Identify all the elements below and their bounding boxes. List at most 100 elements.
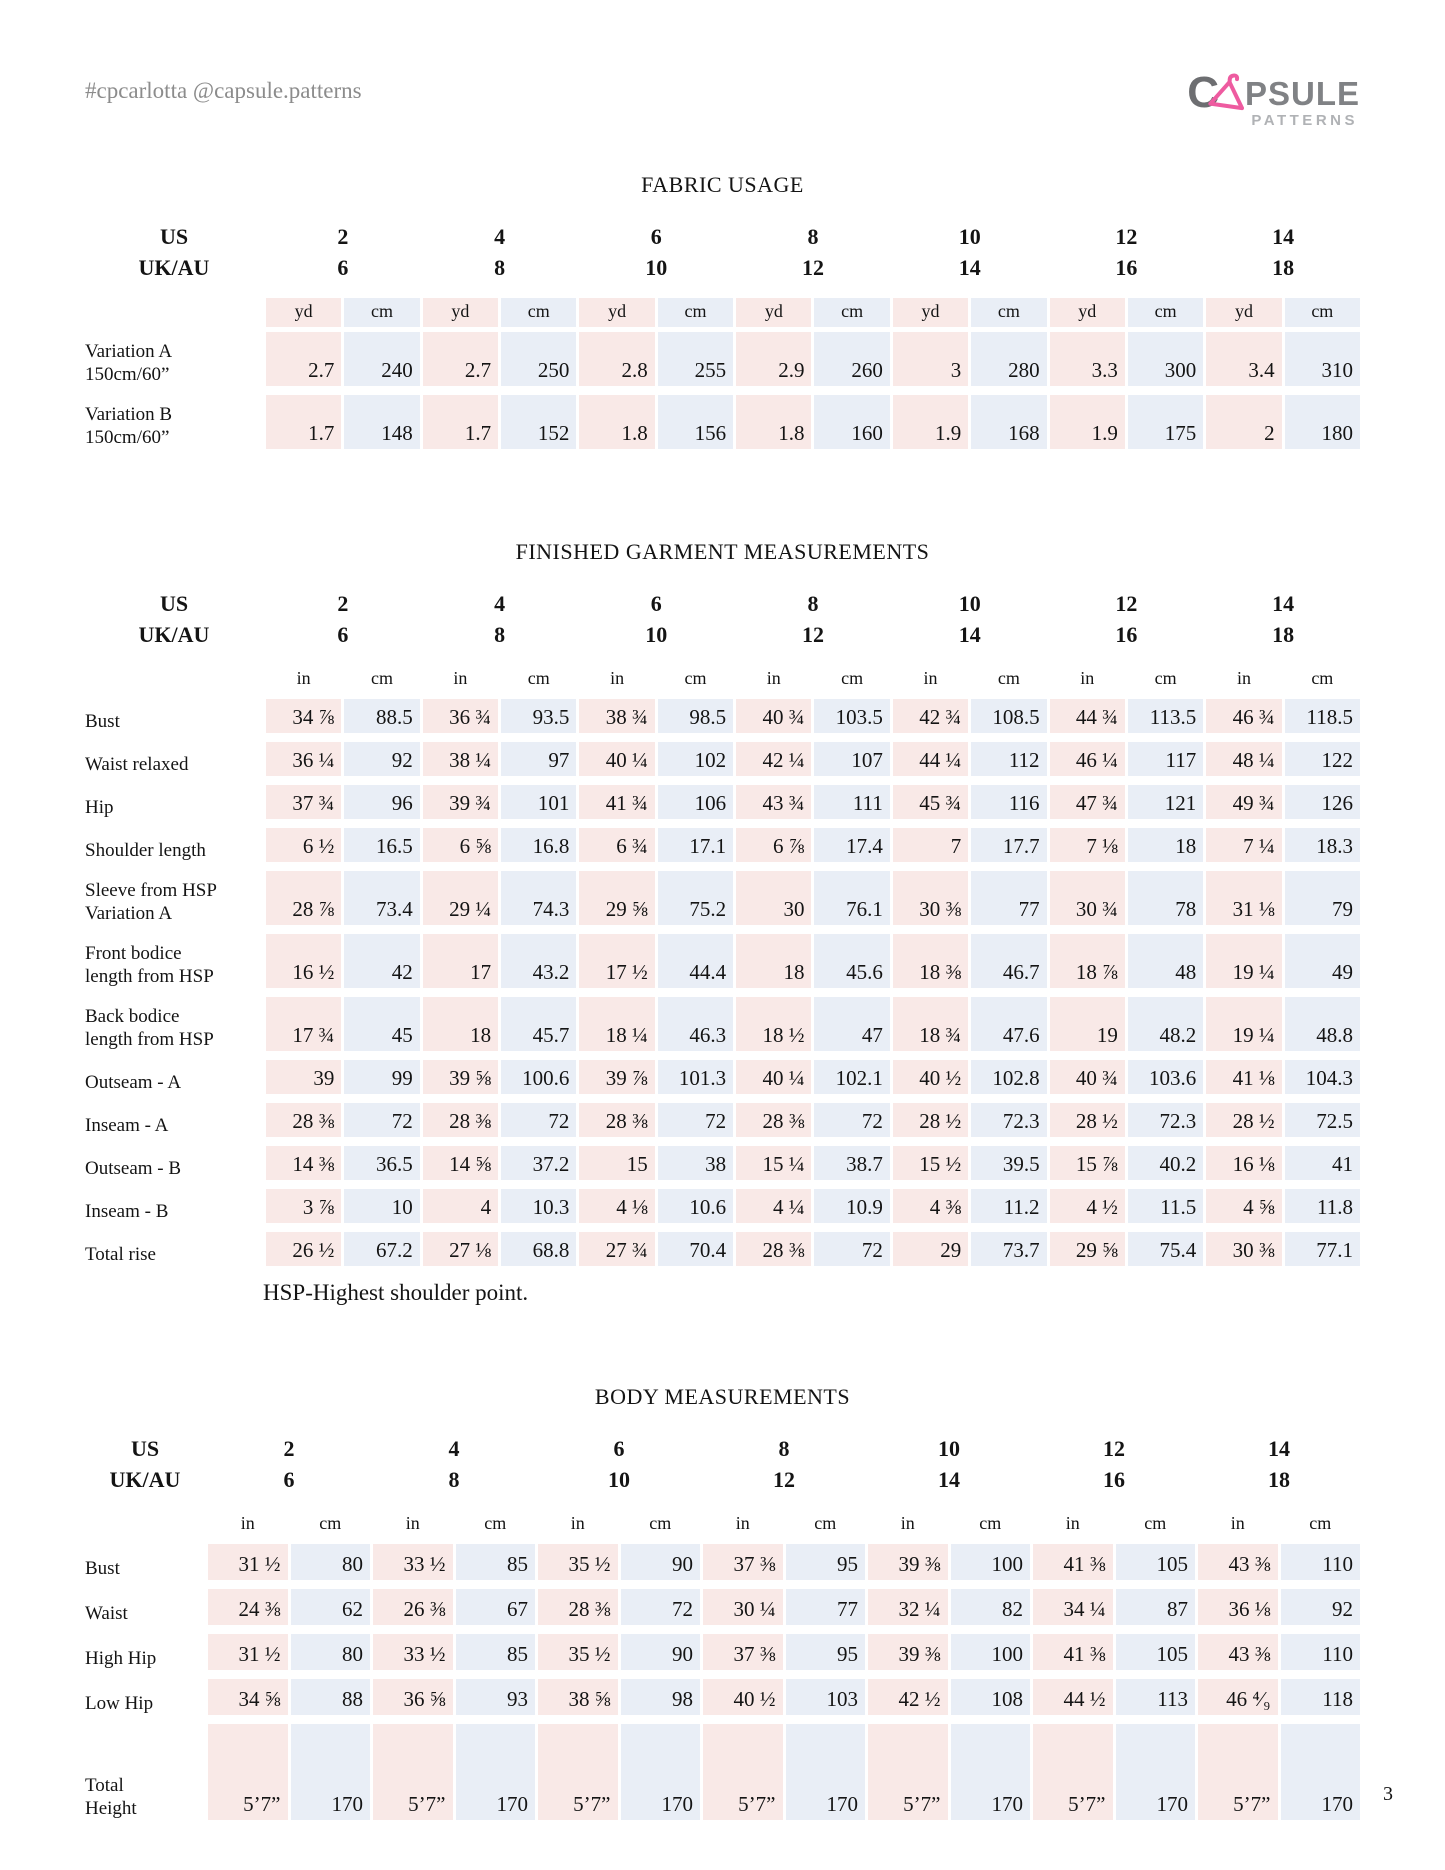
us-size-8: 8 [778,1436,790,1461]
value-cell: 28 ⅜ [579,1103,655,1137]
unit-label-yd: yd [892,298,969,327]
us-row-label: US [130,1436,160,1461]
value-cell: 280 [971,332,1047,386]
value-cell: 36 ¼ [266,742,342,776]
value-cell: 39.5 [971,1146,1047,1180]
body-measurements-title: BODY MEASUREMENTS [594,1384,851,1409]
value-cell: 117 [1127,742,1204,776]
fabric-usage-title: FABRIC USAGE [641,172,804,197]
value-cell: 18 ¼ [579,997,655,1051]
page-number: 3 [1383,1783,1393,1805]
value-cell: 100 [950,1544,1030,1580]
value-cell: 45.7 [501,997,577,1051]
value-cell: 40 ½ [703,1679,783,1715]
value-cell: 38.7 [814,1146,890,1180]
ukau-size-12: 12 [801,622,824,647]
value-cell: 30 ⅜ [892,871,969,925]
value-cell: 28 ⅞ [266,871,342,925]
value-cell: 48.8 [1284,997,1360,1051]
value-cell: 72 [344,1103,420,1137]
row-label: Bust [85,1557,120,1579]
logo-text-patterns: PATTERNS [1251,112,1358,129]
value-cell: 82 [950,1589,1030,1625]
unit-row-label [85,298,263,327]
unit-label-cm: cm [344,298,420,327]
logo-letter-c: C [1187,68,1219,117]
value-cell: 4 ⅛ [579,1189,655,1223]
row-label: High Hip [85,1647,157,1669]
value-cell: 38 ⅝ [538,1679,618,1715]
value-cell: 33 ½ [373,1634,453,1670]
value-cell: 88 [290,1679,370,1715]
us-size-2: 2 [337,224,349,249]
value-cell: 255 [657,332,734,386]
row-label: Inseam - A [85,1114,169,1136]
value-cell: 180 [1284,395,1360,449]
us-size-12: 12 [1115,224,1138,249]
value-cell: 85 [455,1634,535,1670]
value-cell: 170 [620,1724,700,1820]
value-cell: 41 ⅛ [1206,1060,1282,1094]
row-label: Waist [85,1602,128,1624]
value-cell: 19 ¼ [1206,997,1282,1051]
value-cell: 48 ¼ [1206,742,1282,776]
unit-label-cm: cm [684,668,707,688]
value-cell: 46 ¾ [1206,699,1282,733]
value-cell: 103.5 [814,699,890,733]
value-cell: 72.3 [1127,1103,1204,1137]
value-cell: 14 ⅜ [266,1146,342,1180]
value-cell: 44 ¼ [892,742,969,776]
unit-label-in: in [1080,668,1095,688]
value-cell: 116 [971,785,1047,819]
us-size-14: 14 [1272,224,1295,249]
value-cell: 11.5 [1127,1189,1204,1223]
value-cell: 79 [1284,871,1360,925]
hanger-icon [1205,72,1251,118]
ukau-size-10: 10 [645,255,668,280]
unit-label-in: in [610,668,625,688]
value-cell: 19 ¼ [1206,934,1282,988]
ukau-size-6: 6 [337,255,349,280]
value-cell: 6 ½ [266,828,342,862]
value-cell: 45 ¾ [892,785,969,819]
value-cell: 34 ¼ [1033,1589,1113,1625]
value-cell: 76.1 [814,871,890,925]
value-cell: 98 [620,1679,700,1715]
value-cell: 17 ½ [579,934,655,988]
value-cell: 103.6 [1127,1060,1204,1094]
value-cell: 68.8 [501,1232,577,1266]
value-cell: 107 [814,742,890,776]
value-cell: 18 ½ [736,997,812,1051]
value-cell: 104.3 [1284,1060,1360,1094]
us-size-10: 10 [958,224,981,249]
row-label: Back bodice length from HSP [85,1005,214,1050]
ukau-size-12: 12 [773,1467,795,1492]
value-cell: 95 [785,1634,865,1670]
value-cell: 106 [657,785,734,819]
value-cell: 39 [266,1060,342,1094]
value-cell: 1.8 [736,395,812,449]
ukau-size-6: 6 [283,1467,295,1492]
logo-wordmark: C PSULE [1175,70,1360,116]
value-cell: 300 [1127,332,1204,386]
value-cell: 72.5 [1284,1103,1360,1137]
social-handle: #cpcarlotta @capsule.patterns [85,78,362,103]
row-label: Waist relaxed [85,753,189,775]
value-cell: 10.6 [657,1189,734,1223]
value-cell: 98.5 [657,699,734,733]
value-cell: 72 [657,1103,734,1137]
ukau-size-6: 6 [337,622,349,647]
unit-row-label [85,1510,205,1539]
row-label: Outseam - A [85,1071,182,1093]
value-cell: 46 ⁴⁄₉ [1198,1679,1278,1715]
us-size-10: 10 [938,1436,960,1461]
value-cell: 30 ¾ [1049,871,1125,925]
value-cell: 3 [892,332,969,386]
value-cell: 2.9 [736,332,812,386]
row-label: Front bodice length from HSP [85,942,214,987]
value-cell: 240 [344,332,420,386]
value-cell: 36 ¾ [422,699,499,733]
value-cell: 40.2 [1127,1146,1204,1180]
value-cell: 168 [971,395,1047,449]
value-cell: 1.9 [892,395,969,449]
